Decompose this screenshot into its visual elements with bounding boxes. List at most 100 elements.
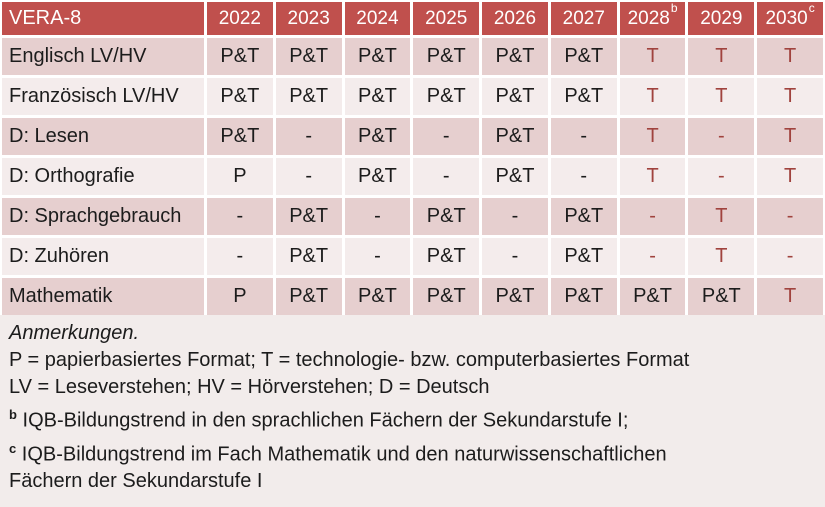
year-label: 2025 [425,7,468,29]
cell-value: P&T [413,38,480,75]
column-header-year: 2025 [413,2,480,35]
column-header-year: 2026 [482,2,548,35]
column-header-year: 2024 [344,2,411,35]
cell-value: T [757,38,823,75]
cell-value: P&T [413,78,480,115]
row-label: D: Sprachgebrauch [2,198,204,235]
year-label: 2022 [218,7,262,29]
column-header-year: 2027 [550,2,617,35]
note-line: LV = Leseverstehen; HV = Hörverstehen; D… [9,374,816,401]
cell-value: P&T [275,78,342,115]
note-text: Fächern der Sekundarstufe I [9,470,263,493]
cell-value: P&T [550,238,617,275]
table-title: VERA-8 [2,2,204,35]
row-label: D: Lesen [2,118,204,155]
cell-value: - [344,198,411,235]
note-text: IQB-Bildungstrend im Fach Mathematik und… [21,443,667,466]
cell-value: - [344,238,411,275]
cell-value: - [482,198,548,235]
cell-value: - [207,198,273,235]
cell-value: P&T [482,38,548,75]
cell-value: P [207,158,273,195]
column-header-year: 2022 [207,2,273,35]
column-header-year: 2028 b [619,2,686,35]
cell-value: - [688,118,755,155]
cell-value: T [688,238,755,275]
cell-value: P&T [344,78,411,115]
cell-value: P&T [275,38,342,75]
note-line: Fächern der Sekundarstufe I [9,468,816,495]
cell-value: - [619,198,686,235]
cell-value: - [275,158,342,195]
cell-value: - [207,238,273,275]
cell-value: P&T [413,278,480,315]
year-label: 2024 [356,7,399,29]
cell-value: P&T [550,198,617,235]
cell-value: - [550,158,617,195]
cell-value: T [619,38,686,75]
cell-value: T [619,158,686,195]
cell-value: P&T [550,278,617,315]
cell-value: P&T [413,238,480,275]
cell-value: P&T [207,78,273,115]
cell-value: P&T [619,278,686,315]
cell-value: P&T [207,118,273,155]
cell-value: P&T [550,38,617,75]
notes-heading: Anmerkungen. [9,322,140,344]
note-text: IQB-Bildungstrend in den sprachlichen Fä… [22,409,629,432]
row-label: Englisch LV/HV [2,38,204,75]
row-label: Mathematik [2,278,204,315]
cell-value: P [207,278,273,315]
year-label: 2027 [562,7,605,29]
cell-value: - [482,238,548,275]
note-line: c IQB-Bildungstrend im Fach Mathematik u… [9,435,816,469]
note-text: LV = Leseverstehen; HV = Hörverstehen; D… [9,376,490,398]
cell-value: P&T [550,78,617,115]
column-header-year: 2030 c [757,2,823,35]
note-line: P = papierbasiertes Format; T = technolo… [9,347,816,374]
cell-value: P&T [482,78,548,115]
cell-value: - [413,118,480,155]
row-label: D: Zuhören [2,238,204,275]
cell-value: P&T [688,278,755,315]
cell-value: - [619,238,686,275]
column-header-year: 2029 [688,2,755,35]
cell-value: - [550,118,617,155]
cell-value: T [757,158,823,195]
cell-value: T [688,198,755,235]
note-marker: c [9,440,17,456]
year-label: 2026 [493,7,537,29]
note-text: P = papierbasiertes Format; T = technolo… [9,349,690,371]
cell-value: P&T [275,198,342,235]
cell-value: P&T [482,278,548,315]
cell-value: - [757,238,823,275]
cell-value: T [757,118,823,155]
cell-value: P&T [344,278,411,315]
cell-value: P&T [344,158,411,195]
year-label: 2028 [627,7,670,29]
row-label: D: Orthografie [2,158,204,195]
year-label: 2023 [287,7,330,29]
year-label: 2029 [700,7,743,29]
cell-value: T [757,278,823,315]
cell-value: - [275,118,342,155]
note-line: b IQB-Bildungstrend in den sprachlichen … [9,401,816,435]
cell-value: P&T [344,118,411,155]
cell-value: P&T [344,38,411,75]
cell-value: - [688,158,755,195]
cell-value: T [688,78,755,115]
notes-lines: P = papierbasiertes Format; T = technolo… [9,347,816,495]
cell-value: T [757,78,823,115]
year-label: 2030 [765,7,808,29]
note-marker: b [9,407,17,422]
cell-value: P&T [275,278,342,315]
row-label: Französisch LV/HV [2,78,204,115]
cell-value: P&T [413,198,480,235]
cell-value: P&T [482,118,548,155]
cell-value: T [619,78,686,115]
column-header-year: 2023 [275,2,342,35]
table-notes: Anmerkungen. P = papierbasiertes Format;… [0,315,825,507]
cell-value: - [757,198,823,235]
cell-value: P&T [482,158,548,195]
